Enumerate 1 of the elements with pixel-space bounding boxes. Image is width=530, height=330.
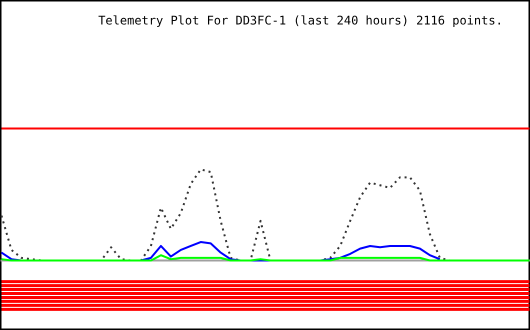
chart-title: Telemetry Plot For DD3FC-1 (last 240 hours) 2116 points. [98, 14, 503, 28]
